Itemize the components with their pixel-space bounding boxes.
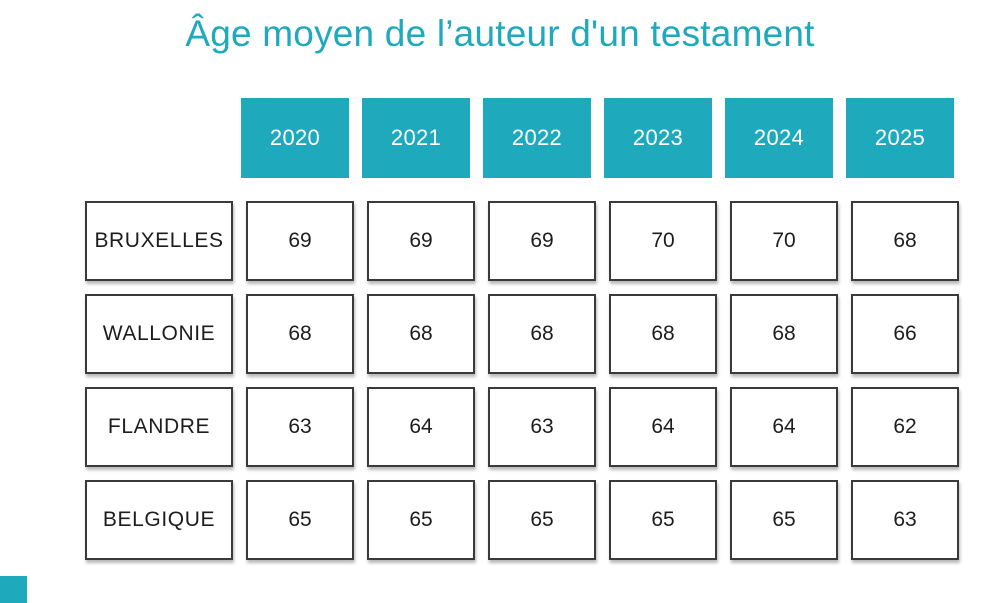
value-cell: 68: [488, 294, 596, 374]
value-cell: 68: [609, 294, 717, 374]
age-table: 2020 2021 2022 2023 2024 2025 BRUXELLES 69 69 69…: [85, 98, 1000, 560]
corner-accent-square: [0, 576, 27, 603]
value-cell: 68: [367, 294, 475, 374]
page-title: Âge moyen de l’auteur d'un testament: [185, 13, 815, 54]
value-cell: 63: [851, 480, 959, 560]
value-cell: 65: [488, 480, 596, 560]
region-label: BRUXELLES: [85, 201, 233, 281]
value-cell: 68: [246, 294, 354, 374]
value-cell: 70: [730, 201, 838, 281]
table-row: FLANDRE 63 64 63 64 64 62: [85, 387, 1000, 467]
region-label: BELGIQUE: [85, 480, 233, 560]
year-header-cell: 2025: [846, 98, 954, 178]
year-header-cell: 2021: [362, 98, 470, 178]
table-row: BELGIQUE 65 65 65 65 65 63: [85, 480, 1000, 560]
year-header-cell: 2023: [604, 98, 712, 178]
year-header-row: 2020 2021 2022 2023 2024 2025: [241, 98, 1000, 178]
value-cell: 64: [367, 387, 475, 467]
value-cell: 69: [367, 201, 475, 281]
region-label: WALLONIE: [85, 294, 233, 374]
value-cell: 68: [730, 294, 838, 374]
table-row: WALLONIE 68 68 68 68 68 66: [85, 294, 1000, 374]
value-cell: 70: [609, 201, 717, 281]
value-cell: 63: [488, 387, 596, 467]
value-cell: 66: [851, 294, 959, 374]
region-label: FLANDRE: [85, 387, 233, 467]
value-cell: 62: [851, 387, 959, 467]
value-cell: 65: [730, 480, 838, 560]
value-cell: 69: [246, 201, 354, 281]
value-cell: 63: [246, 387, 354, 467]
value-cell: 64: [730, 387, 838, 467]
year-header-cell: 2022: [483, 98, 591, 178]
table-row: BRUXELLES 69 69 69 70 70 68: [85, 201, 1000, 281]
value-cell: 64: [609, 387, 717, 467]
value-cell: 68: [851, 201, 959, 281]
year-header-cell: 2020: [241, 98, 349, 178]
value-cell: 65: [367, 480, 475, 560]
value-cell: 65: [246, 480, 354, 560]
year-header-cell: 2024: [725, 98, 833, 178]
value-cell: 69: [488, 201, 596, 281]
table-body: BRUXELLES 69 69 69 70 70 68 WALLONIE 68 68 68 68 68 6…: [85, 201, 1000, 560]
value-cell: 65: [609, 480, 717, 560]
